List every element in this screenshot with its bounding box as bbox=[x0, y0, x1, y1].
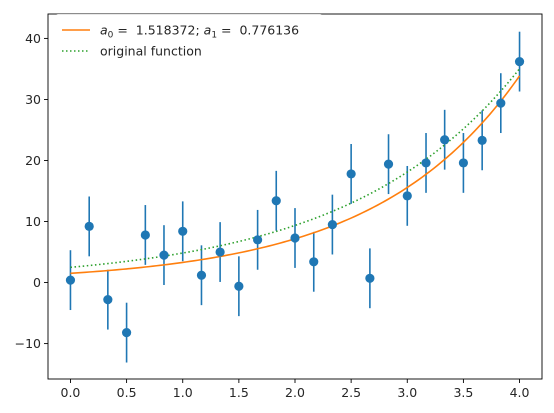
legend-box bbox=[55, 14, 323, 66]
data-point bbox=[346, 169, 356, 179]
y-tick-label: 10 bbox=[25, 214, 41, 229]
data-point bbox=[477, 135, 487, 145]
legend-a1-subscript: 1 bbox=[211, 31, 217, 41]
x-tick-label: 0.0 bbox=[61, 385, 81, 400]
y-tick-label: 0 bbox=[33, 275, 41, 290]
data-point bbox=[421, 158, 431, 168]
legend-a0-subscript: 0 bbox=[108, 31, 114, 41]
data-point bbox=[440, 135, 450, 145]
data-point bbox=[309, 257, 319, 267]
data-point bbox=[514, 57, 525, 67]
data-point bbox=[402, 191, 412, 201]
legend-a1-value: = 0.776136 bbox=[217, 23, 299, 38]
x-tick-label: 3.0 bbox=[397, 385, 417, 400]
x-tick-label: 1.5 bbox=[229, 385, 249, 400]
data-point bbox=[103, 295, 113, 305]
legend-original-label: original function bbox=[100, 44, 202, 59]
x-tick-label: 0.5 bbox=[117, 385, 137, 400]
y-tick-label: 20 bbox=[25, 153, 41, 168]
data-point bbox=[140, 230, 150, 240]
data-point bbox=[290, 233, 300, 243]
x-tick-label: 2.5 bbox=[341, 385, 361, 400]
data-point bbox=[84, 221, 94, 232]
data-point bbox=[327, 219, 337, 230]
x-tick-label: 1.0 bbox=[173, 385, 193, 400]
legend: a0 = 1.518372; a1 = 0.776136 original fu… bbox=[55, 14, 323, 66]
y-tick-label: −10 bbox=[15, 336, 41, 351]
data-point bbox=[65, 275, 76, 285]
data-point bbox=[196, 270, 207, 280]
data-point bbox=[215, 247, 225, 257]
data-point bbox=[365, 273, 375, 283]
legend-a0-symbol: a bbox=[100, 23, 108, 38]
data-point bbox=[383, 159, 394, 169]
y-tick-label: 40 bbox=[25, 31, 41, 46]
data-point bbox=[121, 328, 132, 338]
legend-a1-symbol: a bbox=[204, 23, 212, 38]
x-tick-label: 3.5 bbox=[453, 385, 473, 400]
data-point bbox=[496, 98, 506, 108]
data-point bbox=[159, 250, 169, 260]
data-point bbox=[234, 281, 244, 291]
legend-a0-value: = 1.518372; bbox=[113, 23, 203, 38]
data-point bbox=[178, 226, 188, 236]
y-tick-label: 30 bbox=[25, 92, 41, 107]
data-point bbox=[253, 235, 263, 245]
plot-area bbox=[65, 31, 525, 363]
x-tick-label: 4.0 bbox=[510, 385, 530, 400]
x-tick-label: 2.0 bbox=[285, 385, 305, 400]
data-point bbox=[458, 158, 469, 168]
legend-fit-label: a0 = 1.518372; a1 = 0.776136 bbox=[100, 23, 299, 41]
data-point bbox=[271, 196, 281, 206]
